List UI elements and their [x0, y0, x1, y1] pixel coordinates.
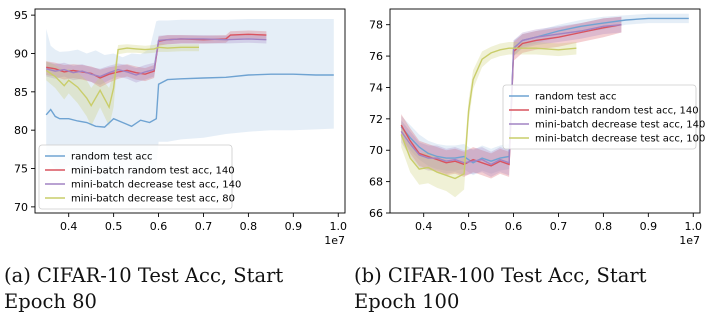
- series-line-4: [400, 47, 577, 180]
- x-tick-label: 0.8: [595, 220, 613, 233]
- y-tick-label: 72: [369, 113, 383, 126]
- y-tick-label: 90: [14, 47, 28, 60]
- y-tick-label: 78: [369, 19, 383, 32]
- legend-entry-3: mini-batch decrease test acc, 140: [71, 180, 241, 191]
- caption-b: (b) CIFAR-100 Test Acc, Start Epoch 100: [354, 263, 647, 315]
- legend-box: [38, 144, 233, 210]
- y-tick-label: 80: [14, 124, 28, 137]
- y-tick-label: 75: [14, 163, 28, 176]
- y-tick-label: 70: [369, 144, 383, 157]
- legend-entry-4: mini-batch decrease test acc, 80: [71, 194, 235, 205]
- chart-cifar100-test-acc: 0.4 0.5 0.6 0.7 0.8 0.9 1.0 66 68 70 72 74 76 78 1e7 ra…: [369, 8, 705, 247]
- caption-a-line1: (a) CIFAR-10 Test Acc, Start: [4, 264, 284, 287]
- x-offset-label: 1e7: [324, 234, 345, 247]
- caption-a: (a) CIFAR-10 Test Acc, Start Epoch 80: [4, 263, 283, 315]
- x-tick-label: 0.6: [150, 220, 168, 233]
- series-band-1: [401, 13, 689, 176]
- series-band-4: [46, 43, 200, 127]
- y-tick-label: 68: [369, 176, 383, 189]
- x-tick-label: 0.4: [415, 220, 433, 233]
- y-tick-label: 85: [14, 86, 28, 99]
- legend-box: [502, 84, 697, 150]
- x-tick-label: 0.6: [505, 220, 523, 233]
- axes-frame: [389, 8, 701, 214]
- axes-frame: [34, 8, 346, 214]
- caption-b-line1: (b) CIFAR-100 Test Acc, Start: [354, 264, 647, 287]
- legend-entry-1: random test acc: [535, 92, 616, 103]
- y-tick-label: 95: [14, 9, 28, 22]
- legend-entry-2: mini-batch random test acc, 140: [535, 106, 699, 117]
- legend-entry-1: random test acc: [71, 152, 152, 163]
- series-line-1: [400, 17, 689, 164]
- x-tick-label: 0.8: [240, 220, 258, 233]
- figure-canvas: 0.4 0.5 0.6 0.7 0.8 0.9 1.0 70 75 80 85 90 95 1e7 rand…: [14, 8, 705, 247]
- series-band-2: [401, 16, 622, 179]
- series-line-1: [45, 73, 334, 128]
- series-line-3: [400, 24, 622, 166]
- series-line-4: [45, 46, 199, 110]
- x-tick-label: 0.9: [640, 220, 658, 233]
- legend: random test acc mini-batch random test ac…: [38, 144, 241, 210]
- x-tick-label: 0.5: [105, 220, 123, 233]
- y-tick-label: 74: [369, 81, 383, 94]
- series-line-3: [46, 38, 267, 78]
- x-tick-label: 0.4: [60, 220, 78, 233]
- y-tick-label: 66: [369, 207, 383, 220]
- legend-entry-2: mini-batch random test acc, 140: [71, 166, 235, 177]
- caption-a-line2: Epoch 80: [4, 290, 97, 313]
- x-offset-label: 1e7: [679, 234, 700, 247]
- caption-b-line2: Epoch 100: [354, 290, 460, 313]
- x-tick-label: 1.0: [330, 220, 348, 233]
- x-tick-label: 0.5: [460, 220, 478, 233]
- x-tick-label: 1.0: [685, 220, 703, 233]
- y-tick-label: 76: [369, 50, 383, 63]
- x-tick-label: 0.9: [285, 220, 303, 233]
- x-tick-label: 0.7: [550, 220, 568, 233]
- chart-cifar10-test-acc: 0.4 0.5 0.6 0.7 0.8 0.9 1.0 70 75 80 85 90 95 1e7 rand…: [14, 8, 348, 247]
- series-line-2: [400, 24, 622, 167]
- legend-entry-3: mini-batch decrease test acc, 140: [535, 120, 705, 131]
- y-tick-label: 70: [14, 201, 28, 214]
- legend: random test acc mini-batch random test ac…: [502, 84, 705, 150]
- x-tick-label: 0.7: [195, 220, 213, 233]
- legend-entry-4: mini-batch decrease test acc, 100: [535, 134, 705, 145]
- series-band-4: [401, 42, 577, 198]
